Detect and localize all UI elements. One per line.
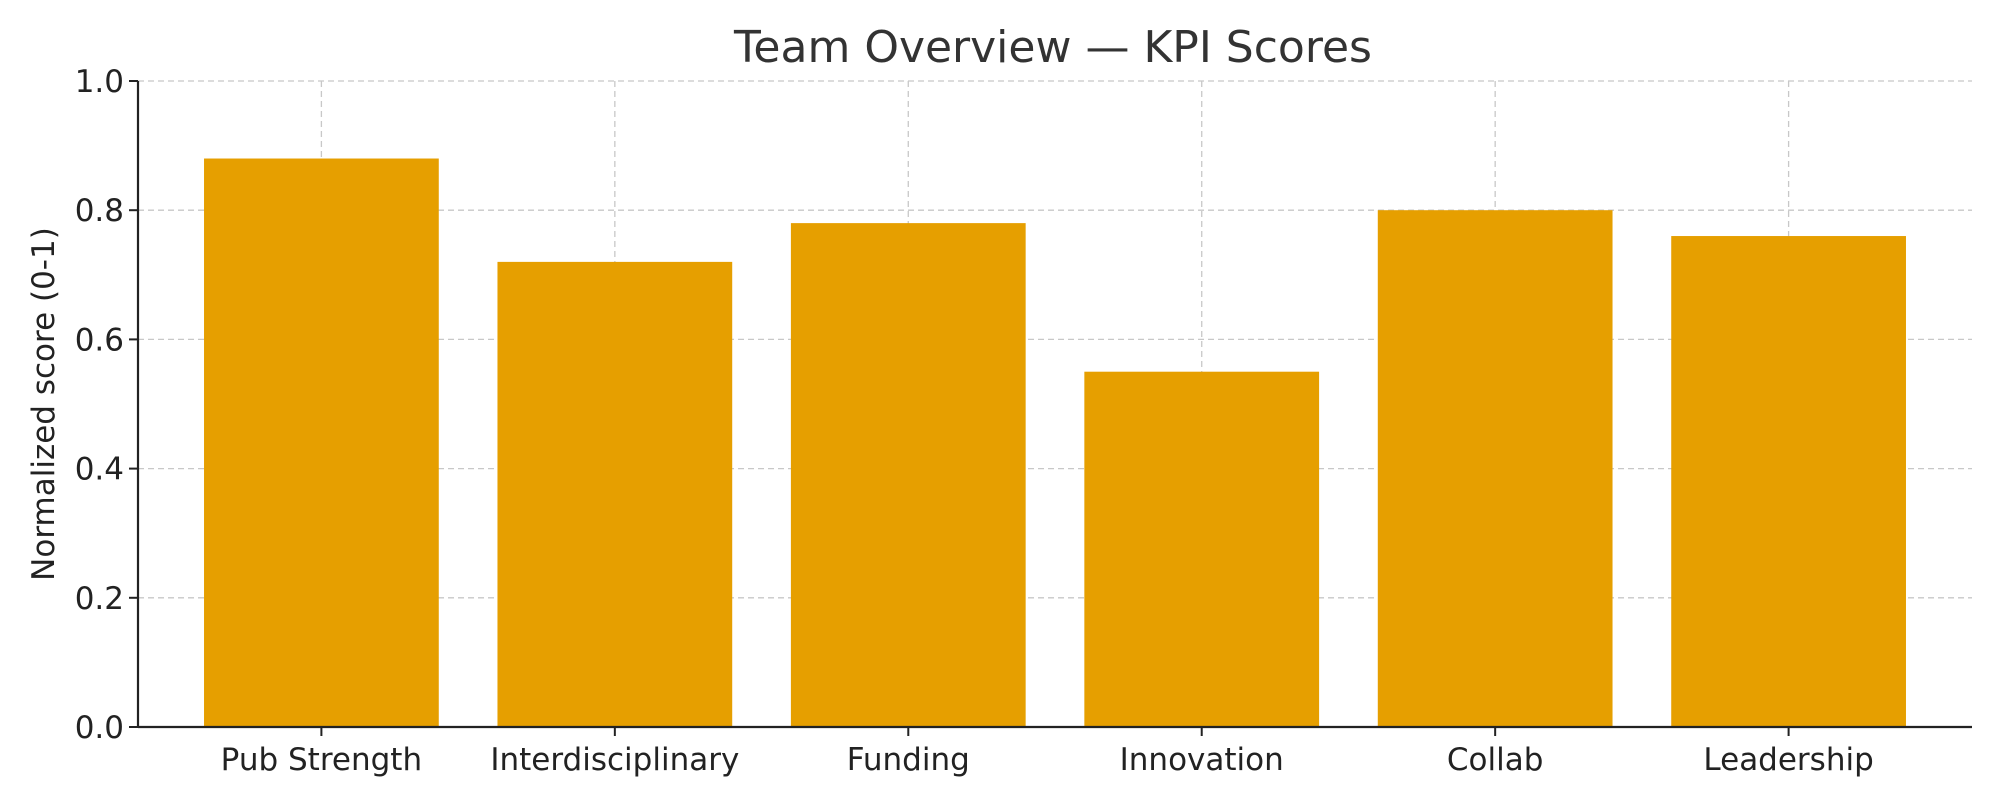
y-axis-label: Normalized score (0-1) (26, 227, 62, 581)
tick-labels: 0.0 0.2 0.4 0.6 0.8 1.0 Pub Strength Interdisci… (75, 64, 1874, 778)
x-tick-label: Interdisciplinary (490, 742, 739, 778)
x-tick-label: Funding (847, 742, 970, 778)
bar-funding (790, 223, 1026, 727)
y-tick-label: 0.2 (75, 581, 124, 617)
bar-pub-strength (204, 158, 439, 727)
x-tick-label: Innovation (1120, 742, 1284, 778)
y-tick-label: 0.4 (75, 452, 124, 488)
bar-interdisciplinary (497, 261, 733, 727)
bar-collab (1377, 210, 1613, 727)
axes (136, 81, 1972, 729)
x-tick-label: Pub Strength (221, 742, 422, 778)
x-tick-label: Collab (1447, 742, 1544, 778)
y-tick-label: 1.0 (75, 64, 124, 100)
x-tick-label: Leadership (1703, 742, 1873, 778)
y-tick-label: 0.0 (75, 710, 124, 746)
bar-leadership (1671, 236, 1906, 728)
y-tick-label: 0.8 (75, 193, 124, 229)
bar-innovation (1084, 371, 1320, 727)
y-tick-label: 0.6 (75, 322, 124, 358)
chart-title: Team Overview — KPI Scores (733, 22, 1372, 73)
bars (204, 158, 1906, 728)
